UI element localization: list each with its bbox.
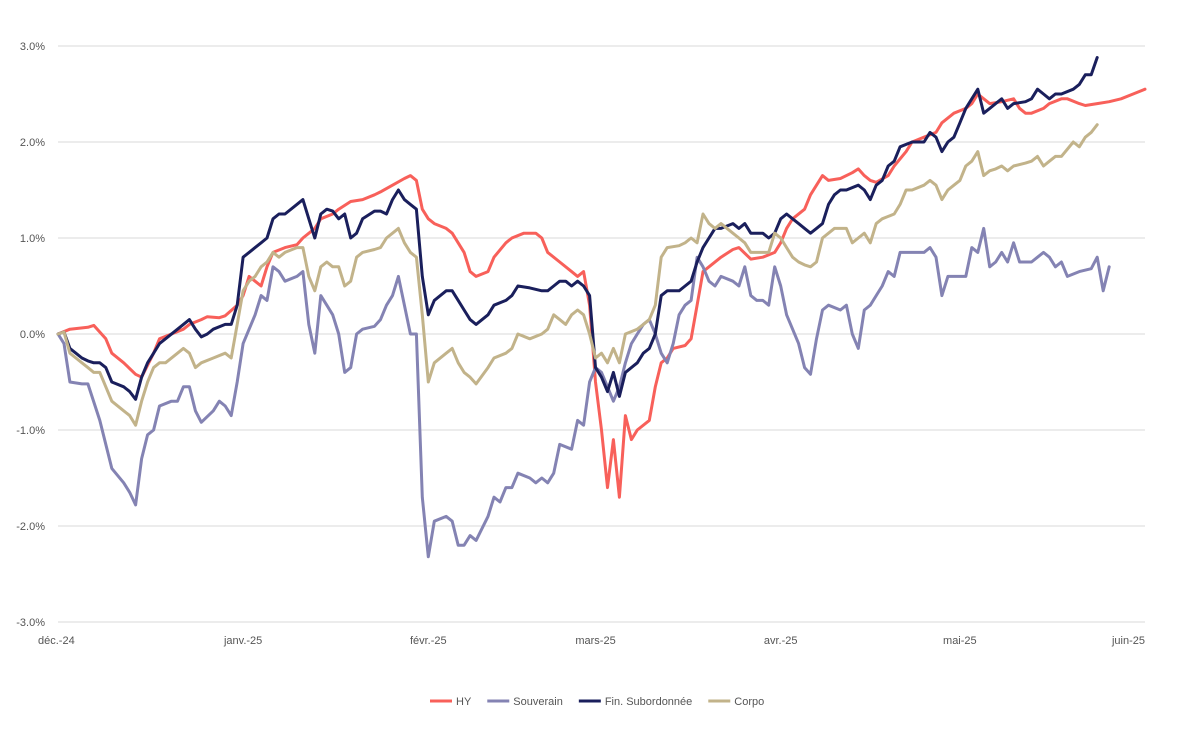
- series-line-hy: [56, 87, 1147, 499]
- x-tick-label: déc.-24: [38, 635, 75, 647]
- y-axis-ticks: 3.0% 2.0% 1.0% 0.0% -1.0% -2.0% -3.0%: [16, 41, 45, 629]
- y-tick-label: 0.0%: [20, 329, 45, 341]
- y-tick-label: -2.0%: [16, 521, 45, 533]
- x-tick-label: mars-25: [575, 635, 615, 647]
- legend-label: Souverain: [513, 696, 563, 708]
- series-line-fin-subordonn-e: [56, 56, 1099, 401]
- x-tick-label: janv.-25: [223, 635, 262, 647]
- x-tick-label: févr.-25: [410, 635, 447, 647]
- y-tick-label: 2.0%: [20, 137, 45, 149]
- legend-item: HY: [430, 696, 472, 708]
- legend-item: Fin. Subordonnée: [578, 696, 692, 708]
- y-tick-label: 3.0%: [20, 41, 45, 53]
- y-tick-label: -3.0%: [16, 617, 45, 629]
- y-tick-label: -1.0%: [16, 425, 45, 437]
- x-tick-label: juin-25: [1111, 635, 1145, 647]
- legend: HY Souverain Fin. Subordonnée Corpo: [430, 696, 764, 708]
- series-lines: [56, 56, 1147, 559]
- legend-label: Fin. Subordonnée: [605, 696, 692, 708]
- y-tick-label: 1.0%: [20, 233, 45, 245]
- legend-item: Corpo: [708, 696, 764, 708]
- x-tick-label: mai-25: [943, 635, 977, 647]
- legend-item: Souverain: [487, 696, 563, 708]
- x-tick-label: avr.-25: [764, 635, 798, 647]
- series-line-corpo: [56, 123, 1099, 427]
- legend-label: Corpo: [734, 696, 764, 708]
- x-axis-ticks: déc.-24 janv.-25 févr.-25 mars-25 avr.-25 mai…: [38, 635, 1145, 647]
- legend-label: HY: [456, 696, 472, 708]
- grid: [58, 45, 1145, 623]
